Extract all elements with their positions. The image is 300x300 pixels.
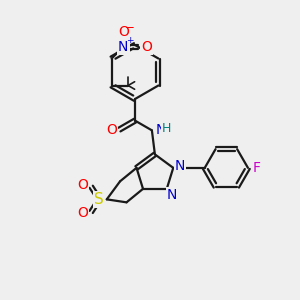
- Text: N: N: [175, 159, 185, 173]
- Text: S: S: [94, 192, 104, 207]
- Text: O: O: [77, 206, 88, 220]
- Text: −: −: [125, 21, 135, 34]
- Text: O: O: [118, 25, 129, 39]
- Text: O: O: [141, 40, 152, 54]
- Text: +: +: [126, 36, 134, 45]
- Text: N: N: [155, 123, 166, 137]
- Text: F: F: [252, 161, 260, 175]
- Text: O: O: [106, 123, 117, 136]
- Text: O: O: [77, 178, 88, 192]
- Text: N: N: [118, 40, 128, 54]
- Text: H: H: [162, 122, 171, 135]
- Text: N: N: [167, 188, 177, 202]
